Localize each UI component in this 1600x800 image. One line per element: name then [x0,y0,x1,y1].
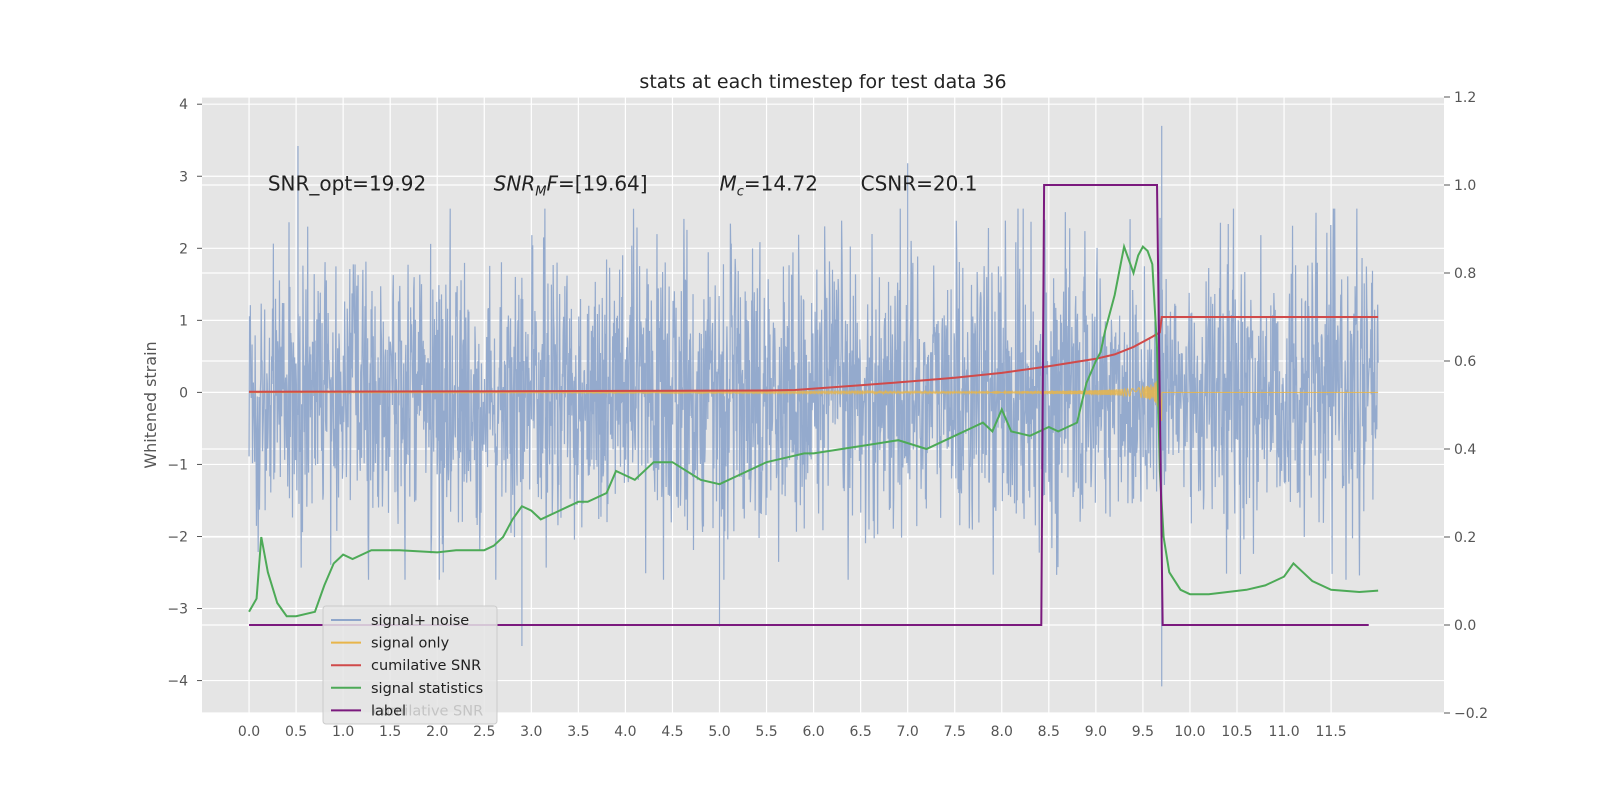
y-tick-label: −3 [167,602,188,618]
series-signal-plus-noise [248,125,1379,687]
y2-tick-label: 1.0 [1454,178,1476,194]
x-tick-label: 4.5 [661,724,683,740]
x-tick-label: 8.5 [1038,724,1060,740]
y-tick-label: 1 [179,313,188,329]
signal-only-series-group [248,375,1379,421]
x-tick-label: 4.0 [614,724,636,740]
x-tick-label: 0.0 [238,724,260,740]
x-tick-label: 10.0 [1174,724,1205,740]
series-label [249,184,1369,626]
x-tick-label: 7.5 [944,724,966,740]
x-tick-label: 9.5 [1132,724,1154,740]
noise-series-group [248,125,1379,687]
y2-tick-label: 1.2 [1454,90,1476,106]
y-tick-label: 3 [179,169,188,185]
x-tick-label: 9.0 [1085,724,1107,740]
annotation-text: Mc=14.72 [720,171,818,199]
legend-label: signal only [371,636,450,652]
y-tick-label: −1 [167,457,188,473]
x-tick-label: 8.0 [991,724,1013,740]
x-tick-label: 6.0 [802,724,824,740]
right-axis-ticks: 1.2 1.0 0.8 0.6 0.4 0.2 0.0 −0.2 [1444,90,1488,722]
chart-title: stats at each timestep for test data 36 [639,71,1006,93]
x-tick-label: 7.0 [897,724,919,740]
line-series-group [248,184,1379,626]
x-tick-label: 2.5 [473,724,495,740]
x-tick-label: 11.5 [1316,724,1347,740]
annotation-text: CSNR=20.1 [861,171,978,195]
x-tick-label: 5.0 [708,724,730,740]
x-tick-label: 0.5 [285,724,307,740]
annotations: SNR_opt=19.92 SNRMF=[19.64] Mc=14.72 CSNR=2… [268,171,978,199]
y-tick-label: 2 [179,241,188,257]
legend-ghost-label: cumilative SNR [373,703,483,719]
legend: cumilative SNR signal+ noise signal only cu… [322,605,498,725]
y2-tick-label: 0.2 [1454,530,1476,546]
x-tick-label: 5.5 [755,724,777,740]
y-tick-label: 4 [179,97,188,113]
x-tick-label: 3.5 [567,724,589,740]
left-axis-ticks: 4 3 2 1 0 −1 −2 −3 −4 [167,97,202,690]
annotation-text: SNR_opt=19.92 [268,171,426,195]
series-cumilative-snr [249,316,1379,393]
legend-label: cumilative SNR [371,658,481,674]
x-tick-label: 11.0 [1268,724,1299,740]
y2-tick-label: −0.2 [1454,706,1488,722]
y2-tick-label: 0.4 [1454,442,1476,458]
x-tick-label: 1.0 [332,724,354,740]
series-signal-only [248,375,1379,421]
y-tick-label: 0 [179,385,188,401]
y-axis-label: Whitened strain [141,341,160,468]
x-axis-ticks: 0.0 0.5 1.0 1.5 2.0 2.5 3.0 3.5 4.0 4.5 5.0 5.5 6.0 6… [238,724,1347,740]
y2-tick-label: 0.0 [1454,618,1476,634]
x-tick-label: 3.0 [520,724,542,740]
y2-tick-label: 0.6 [1454,354,1476,370]
x-tick-label: 1.5 [379,724,401,740]
y-tick-label: −2 [167,529,188,545]
y-tick-label: −4 [167,674,188,690]
legend-label: signal+ noise [371,613,469,629]
legend-label: label [371,703,406,719]
annotation-text: SNRMF=[19.64] [494,171,648,199]
x-tick-label: 6.5 [850,724,872,740]
legend-label: signal statistics [371,681,483,697]
y2-tick-label: 0.8 [1454,266,1476,282]
x-tick-label: 10.5 [1221,724,1252,740]
series-signal-statistics [248,242,1379,618]
x-tick-label: 2.0 [426,724,448,740]
legend-box [322,605,498,725]
